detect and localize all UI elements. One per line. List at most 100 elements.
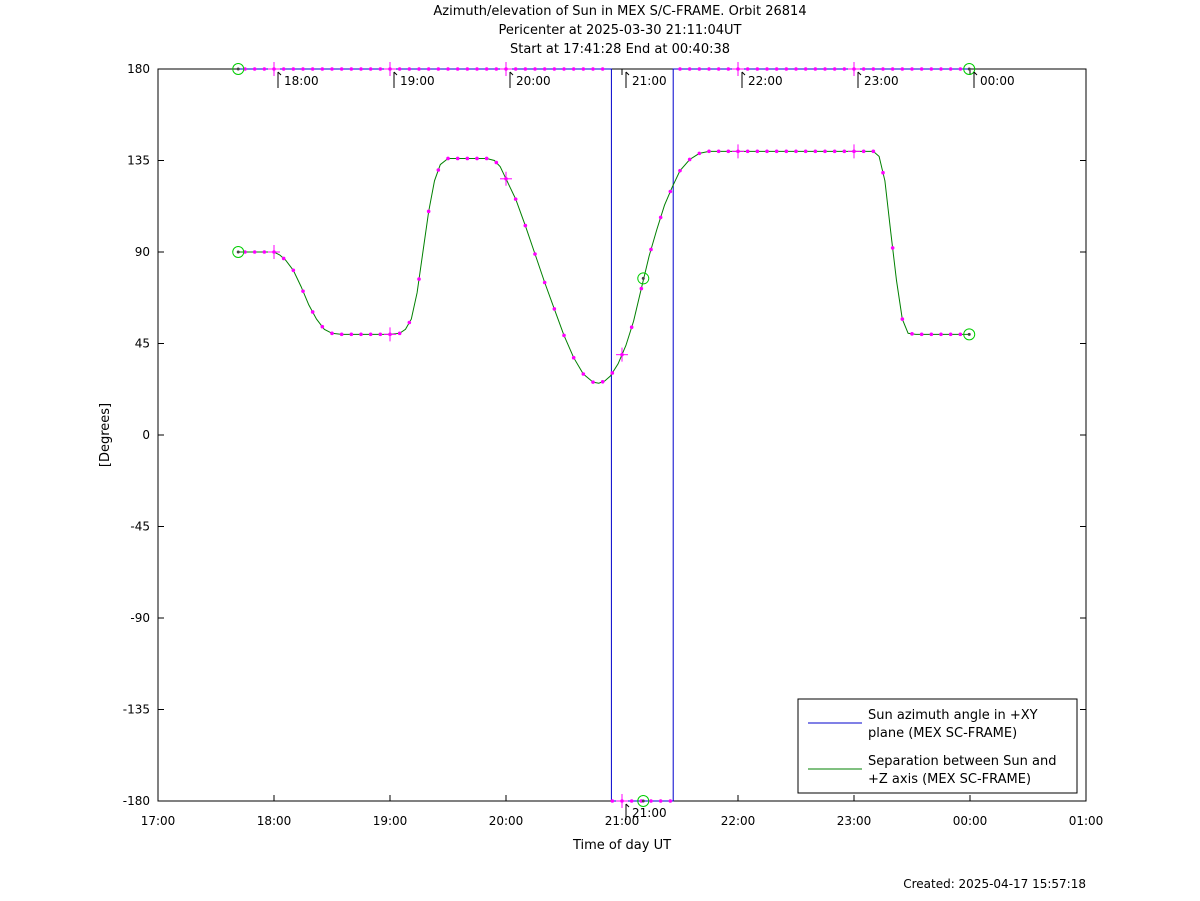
azimuth-sample-marker xyxy=(407,67,412,71)
azimuth-sample-marker xyxy=(658,799,663,803)
hour-annotation-arrow xyxy=(973,71,978,76)
separation-sample-marker xyxy=(649,247,653,252)
azimuth-sample-marker xyxy=(330,67,334,71)
separation-sample-marker xyxy=(349,332,354,337)
hour-annotation-label: 21:00 xyxy=(632,74,667,88)
azimuth-sample-marker xyxy=(668,799,673,803)
endpoint-center-dot xyxy=(641,799,645,803)
series-line-2 xyxy=(238,150,970,384)
separation-sample-marker xyxy=(542,280,547,285)
azimuth-sample-marker xyxy=(475,67,479,71)
y-axis-ticks: 180 135 90 45 0 -45 -90 -135 -180 xyxy=(123,62,1086,808)
azimuth-sample-marker xyxy=(890,67,895,71)
hour-annotation-label: 00:00 xyxy=(980,74,1015,88)
azimuth-sample-marker xyxy=(310,67,315,71)
separation-sample-marker xyxy=(484,156,489,161)
legend-box xyxy=(797,698,1078,794)
x-tick-label: 22:00 xyxy=(721,814,756,828)
azimuth-sample-marker xyxy=(378,67,383,71)
y-tick-label: 180 xyxy=(127,62,150,76)
azimuth-sample-marker xyxy=(484,67,489,71)
azimuth-sample-marker xyxy=(417,67,421,71)
azimuth-sample-marker xyxy=(523,67,528,71)
series-line-1 xyxy=(238,68,970,802)
azimuth-sample-marker xyxy=(571,67,576,71)
x-tick-label: 17:00 xyxy=(141,814,176,828)
endpoint-circle-marker xyxy=(963,63,976,75)
separation-sample-marker xyxy=(803,149,808,154)
y-tick-label: -180 xyxy=(123,794,150,808)
hour-annotation-label: 21:00 xyxy=(632,806,667,820)
separation-sample-marker xyxy=(281,256,286,261)
y-tick-label: -135 xyxy=(123,703,150,717)
series-lines xyxy=(238,68,970,802)
separation-sample-marker xyxy=(359,332,363,337)
azimuth-sample-marker xyxy=(600,67,605,71)
separation-sample-marker xyxy=(900,317,905,321)
azimuth-sample-marker xyxy=(465,67,470,71)
x-tick-label: 01:00 xyxy=(1069,814,1104,828)
x-tick-label: 00:00 xyxy=(953,814,988,828)
separation-sample-marker xyxy=(939,332,943,337)
separation-sample-marker xyxy=(368,332,373,337)
hour-annotation-arrow xyxy=(625,71,630,76)
separation-sample-marker xyxy=(910,332,914,336)
endpoint-center-dot xyxy=(236,67,240,71)
chart-title-line-1: Azimuth/elevation of Sun in MEX S/C-FRAM… xyxy=(433,4,807,19)
azimuth-sample-marker xyxy=(542,67,547,71)
separation-sample-marker xyxy=(436,168,441,172)
hour-annotation-label: 19:00 xyxy=(400,74,435,88)
azimuth-sample-marker xyxy=(697,67,702,71)
azimuth-sample-marker xyxy=(823,67,827,71)
separation-sample-marker xyxy=(455,156,460,161)
separation-sample-marker xyxy=(774,149,779,154)
separation-sample-marker xyxy=(794,149,798,154)
hour-annotation-arrow xyxy=(277,71,282,76)
separation-sample-marker xyxy=(639,286,644,291)
azimuth-sample-marker xyxy=(939,67,943,71)
separation-sample-marker xyxy=(581,372,586,376)
x-tick-label: 21:00 xyxy=(605,814,640,828)
created-timestamp: Created: 2025-04-17 15:57:18 xyxy=(903,877,1086,891)
hour-annotation-arrow xyxy=(509,71,514,76)
azimuth-sample-marker xyxy=(784,67,789,71)
separation-sample-marker xyxy=(919,332,924,337)
separation-sample-marker xyxy=(784,149,789,154)
separation-sample-marker xyxy=(533,252,537,256)
azimuth-sample-marker xyxy=(910,67,914,71)
separation-sample-marker xyxy=(523,223,528,228)
y-tick-label: 0 xyxy=(142,428,150,442)
separation-sample-marker xyxy=(842,149,847,154)
separation-sample-marker xyxy=(948,332,953,337)
separation-sample-marker xyxy=(339,332,344,337)
separation-sample-marker xyxy=(378,332,383,337)
legend-label-1: Sun azimuth angle in +XY xyxy=(868,708,1038,723)
hour-annotation-label: 20:00 xyxy=(516,74,551,88)
separation-sample-marker xyxy=(571,355,576,360)
azimuth-sample-marker xyxy=(436,67,441,71)
separation-sample-marker xyxy=(881,170,885,175)
separation-sample-marker xyxy=(562,333,566,338)
separation-sample-marker xyxy=(871,149,876,154)
azimuth-sample-marker xyxy=(349,67,354,71)
azimuth-sample-marker xyxy=(610,799,615,803)
separation-sample-marker xyxy=(252,250,257,254)
y-tick-label: -45 xyxy=(130,520,150,534)
azimuth-sample-marker xyxy=(552,67,557,71)
azimuth-sample-marker xyxy=(649,799,653,803)
azimuth-sample-marker xyxy=(533,67,537,71)
azimuth-sample-marker xyxy=(562,67,566,71)
azimuth-sample-marker xyxy=(446,67,450,71)
hour-annotations: 18:00 19:00 20:00 21:00 22:00 23:00 00:00 21:00 xyxy=(277,71,1015,820)
endpoint-circle-marker xyxy=(232,63,245,75)
hour-annotation-label: 22:00 xyxy=(748,74,783,88)
separation-sample-marker xyxy=(629,325,634,330)
azimuth-sample-marker xyxy=(494,67,499,71)
separation-sample-marker xyxy=(716,149,721,154)
azimuth-sample-marker xyxy=(716,67,721,71)
azimuth-sample-marker xyxy=(291,67,296,71)
azimuth-sample-marker xyxy=(455,67,460,71)
separation-sample-marker xyxy=(610,371,615,375)
y-tick-label: 135 xyxy=(127,154,150,168)
azimuth-sample-marker xyxy=(948,67,953,71)
